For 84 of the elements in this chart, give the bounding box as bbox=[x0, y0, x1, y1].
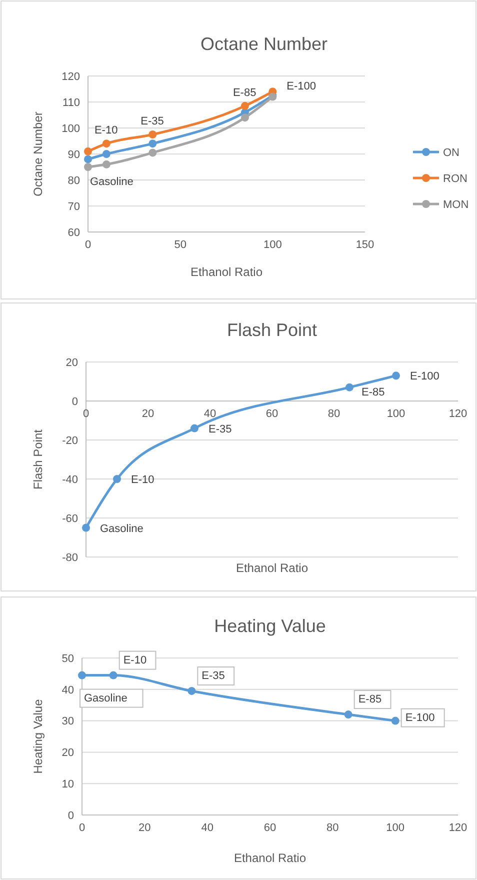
point bbox=[240, 102, 249, 110]
annotation: E-100 bbox=[405, 712, 435, 724]
point bbox=[84, 147, 92, 156]
annotation: E-10 bbox=[123, 654, 147, 666]
x-tick-label: 150 bbox=[356, 239, 374, 251]
x-tick-label: 100 bbox=[386, 822, 405, 834]
x-tick-label: 80 bbox=[326, 822, 339, 834]
annotation: E-85 bbox=[358, 694, 382, 706]
point bbox=[102, 160, 110, 168]
y-tick-label: 70 bbox=[68, 200, 80, 213]
x-tick-label: 20 bbox=[142, 408, 154, 420]
annotation: Gasoline bbox=[90, 176, 134, 188]
y-tick-label: 50 bbox=[62, 652, 74, 665]
point bbox=[82, 524, 90, 532]
y-tick-label: 40 bbox=[62, 684, 74, 696]
point bbox=[148, 148, 157, 157]
y-tick-label: -80 bbox=[62, 552, 78, 564]
x-axis-title: Ethanol Ratio bbox=[236, 561, 308, 575]
annotation: E-100 bbox=[286, 80, 316, 93]
y-tick-label: -60 bbox=[62, 512, 78, 525]
x-tick-label: 40 bbox=[204, 408, 216, 420]
x-tick-label: 80 bbox=[328, 408, 340, 420]
point bbox=[391, 716, 400, 725]
y-tick-label: 20 bbox=[66, 356, 78, 369]
y-axis-title: Heating Value bbox=[31, 698, 45, 774]
x-axis-title: Ethanol Ratio bbox=[234, 851, 306, 865]
y-tick-label: 20 bbox=[62, 747, 74, 760]
y-tick-label: -20 bbox=[62, 434, 78, 447]
point bbox=[102, 140, 110, 148]
annotation: Gasoline bbox=[100, 522, 144, 535]
y-tick-label: 120 bbox=[62, 70, 80, 83]
x-tick-label: 60 bbox=[264, 822, 276, 834]
y-tick-label: -40 bbox=[62, 474, 78, 486]
y-tick-label: 110 bbox=[62, 96, 80, 109]
annotation: E-35 bbox=[202, 670, 225, 682]
y-tick-label: 60 bbox=[68, 226, 80, 239]
point bbox=[190, 424, 198, 432]
point bbox=[148, 140, 157, 148]
point bbox=[84, 155, 92, 164]
chart-title: Octane Number bbox=[200, 34, 328, 54]
y-axis-title: Flash Point bbox=[31, 428, 45, 490]
annotation: E-85 bbox=[232, 86, 256, 99]
annotation: E-10 bbox=[94, 124, 118, 137]
point bbox=[78, 671, 86, 680]
x-tick-label: 120 bbox=[448, 822, 468, 834]
x-tick-label: 0 bbox=[82, 408, 90, 420]
point bbox=[344, 710, 352, 718]
annotation: E-35 bbox=[140, 116, 164, 128]
x-tick-label: 40 bbox=[201, 822, 214, 834]
x-tick-label: 100 bbox=[386, 408, 406, 420]
point bbox=[84, 163, 92, 171]
chart-title: Heating Value bbox=[214, 616, 326, 636]
point bbox=[346, 383, 354, 392]
chart-title: Flash Point bbox=[226, 320, 318, 340]
y-tick-label: 80 bbox=[68, 174, 80, 187]
y-tick-label: 0 bbox=[68, 810, 74, 822]
annotation: E-10 bbox=[131, 474, 154, 486]
y-tick-label: 10 bbox=[62, 778, 74, 790]
annotation: E-100 bbox=[410, 370, 440, 383]
point bbox=[148, 130, 157, 138]
legend-label: ON bbox=[443, 146, 460, 159]
x-tick-label: 60 bbox=[266, 408, 278, 420]
x-tick-label: 0 bbox=[84, 239, 92, 251]
annotation: Gasoline bbox=[84, 692, 128, 704]
point bbox=[392, 372, 400, 380]
x-tick-label: 120 bbox=[448, 408, 468, 420]
y-tick-label: 0 bbox=[72, 396, 78, 408]
legend-label: RON bbox=[443, 172, 468, 185]
y-tick-label: 30 bbox=[62, 716, 74, 728]
legend-label: MON bbox=[443, 198, 469, 211]
point bbox=[240, 114, 249, 122]
annotation: E-85 bbox=[362, 386, 385, 398]
point bbox=[109, 671, 118, 680]
point bbox=[188, 686, 196, 695]
annotation: E-35 bbox=[208, 423, 232, 436]
y-axis-title: Octane Number bbox=[31, 112, 45, 196]
x-tick-label: 20 bbox=[138, 822, 151, 834]
x-tick-label: 50 bbox=[174, 239, 186, 251]
x-tick-label: 100 bbox=[263, 239, 282, 251]
y-tick-label: 90 bbox=[68, 148, 80, 161]
point bbox=[113, 475, 121, 483]
y-tick-label: 100 bbox=[62, 122, 80, 135]
point bbox=[102, 150, 110, 158]
x-axis-title: Ethanol Ratio bbox=[190, 265, 263, 279]
